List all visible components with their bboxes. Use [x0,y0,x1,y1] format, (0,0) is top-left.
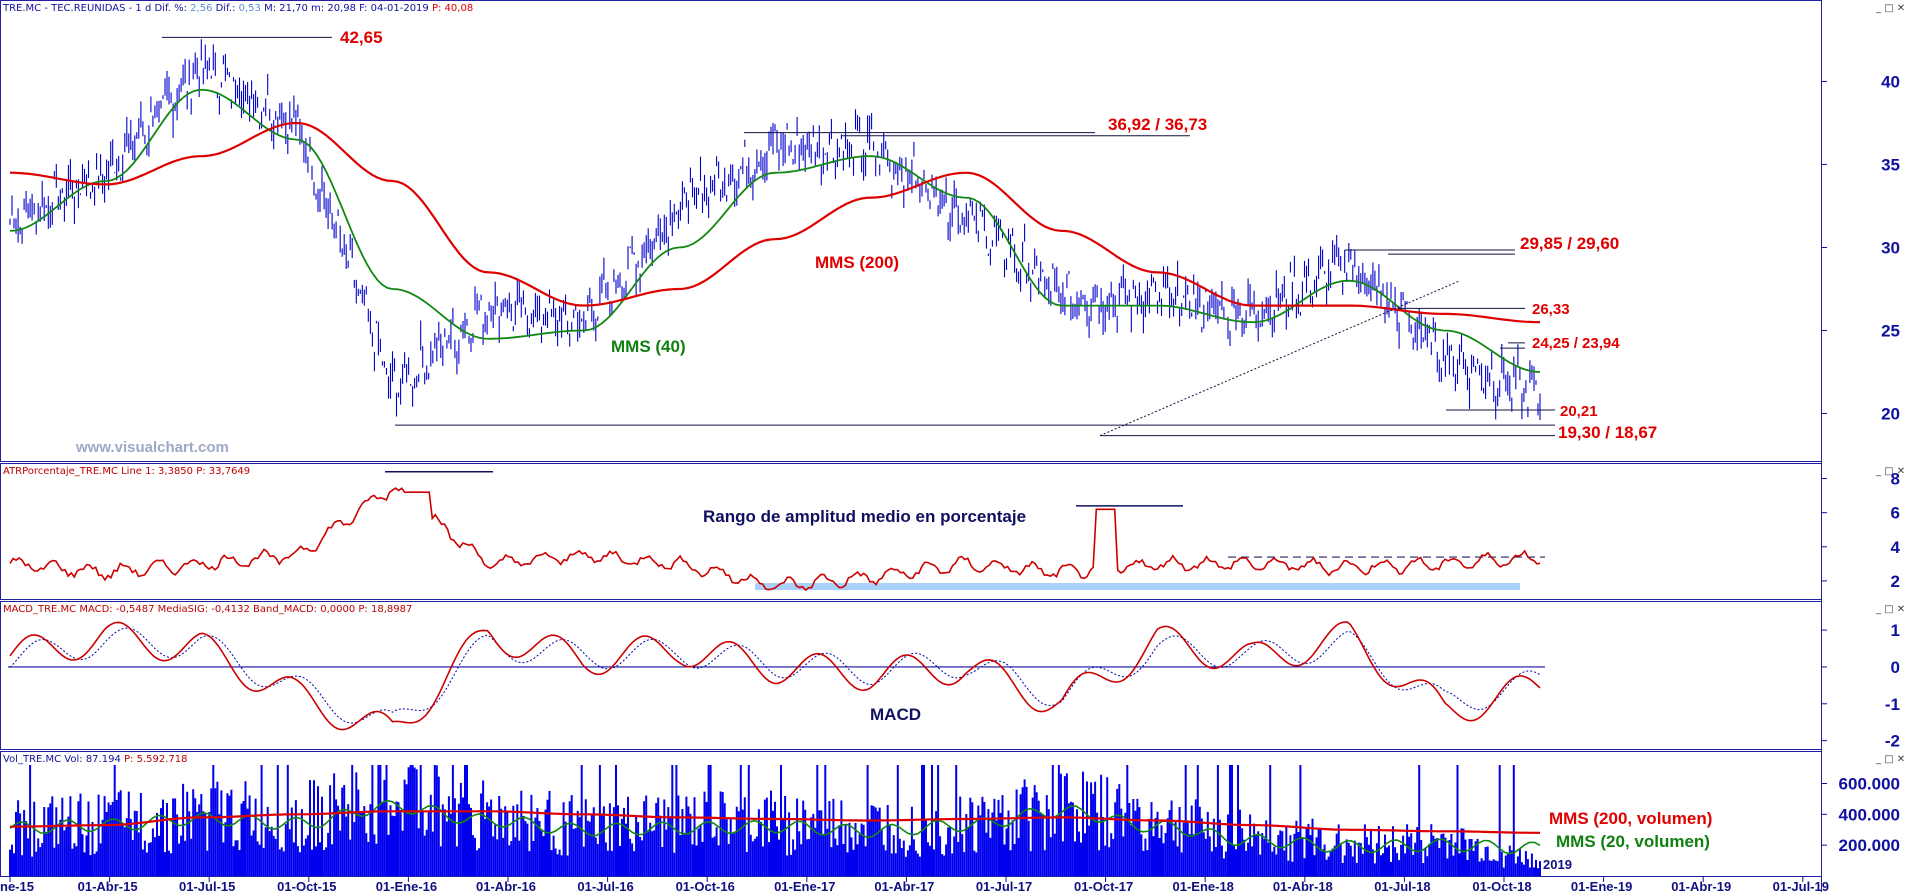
y-tick-label: 25 [1881,321,1900,340]
x-tick-label: ne-15 [0,879,34,892]
x-tick-label: 01-Abr-15 [78,879,138,892]
y-tick-label: 200.000 [1839,836,1900,855]
macd-y-axis: -2 -1 0 1 [1821,621,1900,751]
trendline [1099,280,1461,437]
annotation-mms200: MMS (200) [815,253,899,272]
watermark: www.visualchart.com [75,439,229,456]
mms40-line [9,88,1541,373]
x-tick-label: 01-Jul-18 [1374,879,1430,892]
y-tick-label: 35 [1881,155,1900,174]
header-part: ATRPorcentaje_TRE.MC Line 1: 3,3850 [3,466,196,477]
price-header: TRE.MC - TEC.REUNIDAS - 1 d Dif. %: 2,56… [2,3,473,14]
year-label: 2019 [1543,857,1572,872]
volume-y-axis: 200.000 400.000 600.000 [1821,775,1900,855]
y-tick-label: 40 [1881,72,1900,91]
header-part: P: 18,8987 [358,604,412,615]
x-tick-label: 01-Abr-18 [1273,879,1333,892]
y-tick-label: 400.000 [1839,805,1900,824]
header-part: MACD_TRE.MC MACD: -0,5487 MediaSIG: -0,4… [3,604,358,615]
atr-band [755,583,1520,591]
y-tick-label: -1 [1885,695,1900,714]
y-tick-label: 1 [1891,621,1900,640]
y-tick-label: -2 [1885,732,1900,751]
header-part: P: 33,7649 [196,466,250,477]
annotation-atr-title: Rango de amplitud medio en porcentaje [703,507,1026,526]
x-tick-label: 01-Jul-17 [976,879,1032,892]
annotation-mms40: MMS (40) [611,337,686,356]
volume-pane [9,765,1541,876]
annotation-top2018: 29,85 / 29,60 [1520,234,1619,253]
x-tick-label: 01-Abr-16 [476,879,536,892]
minimize-icon[interactable]: _ □ ✕ [1875,754,1905,765]
y-tick-label: 4 [1891,538,1901,557]
macd-line [9,621,1541,731]
window-controls: _ □ ✕ _ □ ✕ _ □ ✕ _ □ ✕ [1875,3,1905,765]
annotation-lows: 19,30 / 18,67 [1558,423,1657,442]
header-part: 0,53 [235,3,264,14]
atr-line [9,487,1541,592]
volume-header: Vol_TRE.MC Vol: 87.194 P: 5.592.718 [3,754,187,765]
mms200-line [9,121,1541,324]
annotation-high: 42,65 [340,28,383,47]
macd-header: MACD_TRE.MC MACD: -0,5487 MediaSIG: -0,4… [3,604,412,615]
y-tick-label: 6 [1891,504,1900,523]
macd-pane [8,621,1545,731]
x-axis: ne-15 01-Abr-15 01-Jul-15 01-Oct-15 01-Ene-1… [0,857,1829,892]
atr-y-axis: 2 4 6 8 [1821,470,1901,591]
support-resistance-lines [162,36,1555,437]
header-part: P: 5.592.718 [124,754,187,765]
annotation-vol20: MMS (20, volumen) [1556,832,1710,851]
atr-header: ATRPorcentaje_TRE.MC Line 1: 3,3850 P: 3… [3,466,250,477]
header-part: 2,56 [187,3,216,14]
x-tick-label: 01-Jul-19 [1773,879,1829,892]
annotation-24-25: 24,25 / 23,94 [1532,335,1620,352]
x-tick-label: 01-Jul-16 [577,879,633,892]
y-tick-label: 0 [1891,658,1900,677]
header-part: TRE.MC - TEC.REUNIDAS - 1 d Dif. %: [2,3,187,14]
x-tick-label: 01-Oct-16 [676,879,735,892]
y-tick-label: 600.000 [1839,775,1900,794]
y-tick-label: 20 [1881,404,1900,423]
volume-mms20-line [9,799,1541,855]
annotation-20-21: 20,21 [1560,403,1598,420]
y-tick-label: 2 [1891,572,1900,591]
x-tick-label: 01-Oct-15 [277,879,336,892]
header-part: M: 21,70 m: 20,98 F: 04-01-2019 [264,3,432,14]
y-tick-label: 8 [1891,470,1900,489]
minimize-icon[interactable]: _ □ ✕ [1875,3,1905,14]
price-y-axis: 20 25 30 35 40 [1821,72,1900,423]
atr-pane [9,470,1545,592]
minimize-icon[interactable]: _ □ ✕ [1875,604,1905,615]
header-part: Vol_TRE.MC Vol: 87.194 [3,754,124,765]
minimize-icon[interactable]: _ □ ✕ [1875,466,1905,477]
x-tick-label: 01-Ene-17 [774,879,835,892]
annotation-26-33: 26,33 [1532,301,1570,318]
macd-signal-line [9,627,1541,724]
x-tick-label: 01-Jul-15 [179,879,235,892]
x-tick-label: 01-Ene-16 [376,879,437,892]
price-pane [9,39,1541,421]
x-tick-label: 01-Oct-17 [1074,879,1133,892]
x-tick-label: 01-Abr-17 [874,879,934,892]
annotation-vol200: MMS (200, volumen) [1549,809,1712,828]
header-part: P: 40,08 [432,3,473,14]
x-tick-label: 01-Abr-19 [1671,879,1731,892]
volume-mms200-line [10,810,1540,834]
annotation-macd-title: MACD [870,705,921,724]
header-part: Dif.: [216,3,236,14]
y-tick-label: 30 [1881,238,1900,257]
annotation-top2017: 36,92 / 36,73 [1108,115,1207,134]
annotations: 42,65 36,92 / 36,73 29,85 / 29,60 26,33 … [340,28,1712,851]
x-tick-label: 01-Ene-18 [1172,879,1233,892]
x-tick-label: 01-Oct-18 [1472,879,1531,892]
x-tick-label: 01-Ene-19 [1571,879,1632,892]
